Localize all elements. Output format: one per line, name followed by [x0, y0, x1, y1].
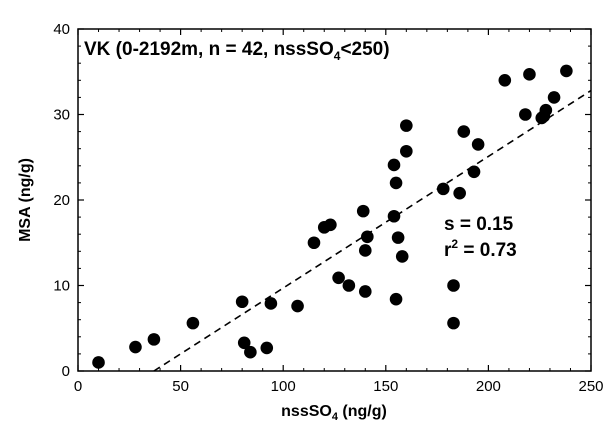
regression-line-group [153, 89, 592, 372]
data-point [447, 316, 460, 330]
data-point [361, 230, 374, 244]
annotation-box-label: VK (0-2192m, n = 42, nssSO4<250) [84, 39, 390, 63]
data-point [186, 316, 200, 330]
data-point [467, 165, 481, 179]
data-point [358, 244, 372, 257]
y-tick-label: 30 [53, 107, 70, 124]
data-point [147, 333, 161, 346]
axis-ticks: 0 50 100 150 200 250 0 10 20 30 40 [53, 21, 603, 395]
plot-frame [77, 28, 592, 372]
x-tick-label: 100 [271, 378, 296, 395]
data-point [389, 176, 403, 190]
slope-label: s = 0.15 [444, 214, 514, 235]
data-point [260, 341, 274, 355]
x-tick-label: 250 [578, 378, 603, 395]
data-point [342, 279, 356, 292]
data-point [547, 91, 561, 104]
data-point [519, 108, 532, 121]
data-point [453, 186, 466, 200]
y-tick-label: 20 [53, 192, 70, 209]
data-points [92, 64, 573, 369]
data-point [358, 285, 372, 298]
data-point [356, 204, 370, 218]
data-point [389, 292, 403, 306]
data-point [307, 236, 321, 250]
data-point [457, 125, 471, 138]
data-point [395, 250, 409, 263]
data-point [560, 64, 573, 78]
regression-line [153, 89, 592, 372]
data-point [264, 297, 278, 310]
data-point [436, 182, 450, 196]
r-squared-label: r2 = 0.73 [444, 237, 517, 261]
data-point [387, 209, 401, 223]
data-point [400, 119, 413, 132]
data-point [498, 74, 512, 87]
x-tick-label: 50 [172, 378, 189, 395]
data-point [235, 295, 249, 309]
x-tick-label: 0 [74, 378, 82, 395]
x-axis-label: nssSO4 (ng/g) [281, 403, 387, 423]
data-point [237, 336, 251, 350]
y-tick-label: 0 [62, 363, 70, 380]
data-point [400, 144, 413, 158]
x-tick-label: 200 [476, 378, 501, 395]
data-point [447, 279, 460, 292]
data-point [92, 356, 105, 369]
data-point [324, 218, 337, 232]
data-point [391, 231, 405, 244]
data-point [129, 340, 142, 354]
data-point [332, 271, 345, 285]
y-axis-label: MSA (ng/g) [17, 158, 34, 242]
data-point [387, 158, 401, 172]
data-point [471, 138, 485, 151]
data-point [523, 68, 536, 81]
x-tick-label: 150 [373, 378, 398, 395]
data-point [244, 345, 257, 359]
y-tick-label: 10 [53, 278, 70, 295]
data-point [539, 103, 553, 117]
y-tick-label: 40 [53, 21, 70, 38]
data-point [291, 299, 304, 313]
